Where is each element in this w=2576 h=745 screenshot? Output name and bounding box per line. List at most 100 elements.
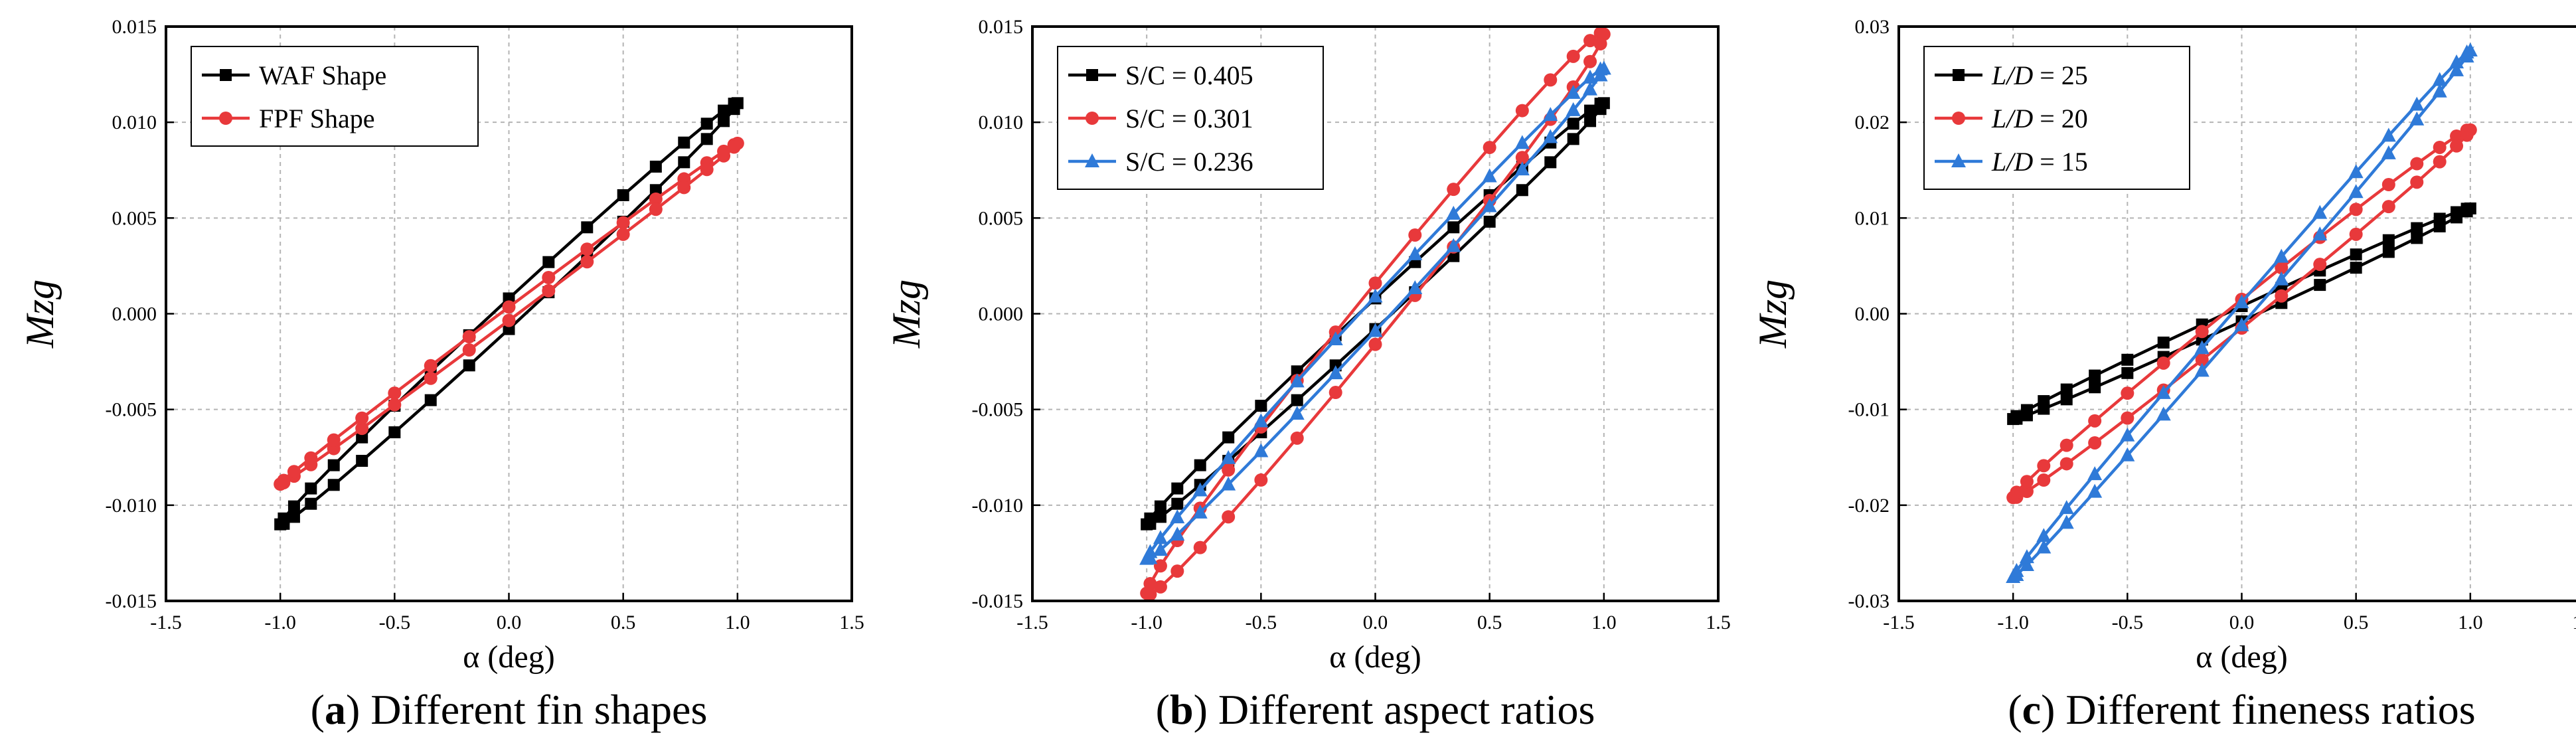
y-axis-title: Mzg xyxy=(18,280,62,349)
data-point xyxy=(278,512,290,525)
data-point xyxy=(2121,386,2134,400)
x-tick-label: -1.5 xyxy=(1883,612,1915,633)
y-tick-label: -0.010 xyxy=(106,495,157,517)
x-tick-label: -0.5 xyxy=(1246,612,1277,633)
x-tick-label: 1.0 xyxy=(2458,612,2483,633)
data-point xyxy=(1544,73,1558,87)
x-tick-label: 0.5 xyxy=(611,612,636,633)
x-tick-label: -1.0 xyxy=(264,612,296,633)
data-point xyxy=(1368,323,1383,337)
data-point xyxy=(305,497,317,510)
data-point xyxy=(1583,69,1598,84)
x-tick-label: -1.0 xyxy=(1131,612,1163,633)
data-point xyxy=(2194,340,2210,355)
data-point xyxy=(2120,427,2135,442)
data-point xyxy=(1567,118,1579,130)
x-tick-label: 1.5 xyxy=(1706,612,1731,633)
data-point xyxy=(1514,135,1530,149)
y-tick-label: 0.010 xyxy=(979,112,1024,133)
legend-label-part: = 15 xyxy=(2033,147,2088,177)
data-point xyxy=(700,133,713,145)
data-point xyxy=(2234,317,2249,331)
y-tick-label: 0.03 xyxy=(1855,16,1890,38)
data-point xyxy=(2060,383,2073,396)
data-point xyxy=(2194,363,2210,377)
data-point xyxy=(2349,227,2363,241)
data-point xyxy=(2020,404,2033,416)
data-point xyxy=(2460,128,2474,142)
data-point xyxy=(2009,562,2024,577)
data-point xyxy=(462,330,476,344)
data-point xyxy=(2089,369,2101,382)
data-point xyxy=(1291,394,1303,406)
legend-label-part: S/C = 0.236 xyxy=(1125,147,1253,177)
data-point xyxy=(2120,447,2135,461)
legend-marker xyxy=(1085,153,1099,167)
y-tick-label: 0.000 xyxy=(112,303,157,325)
y-axis-title: Mzg xyxy=(884,280,928,349)
data-point xyxy=(1482,198,1497,212)
panel-c: -1.5 -1.0 -0.5 0.0 0.5 1.0 1.5 -0.03 -0.02 -0.01 0… xyxy=(1751,16,2576,733)
data-point xyxy=(463,359,475,372)
data-point xyxy=(678,156,690,169)
data-point xyxy=(1515,151,1529,165)
data-point xyxy=(1593,67,1608,82)
data-point xyxy=(700,163,714,177)
data-point xyxy=(1253,413,1269,428)
data-point xyxy=(1289,406,1305,420)
data-point xyxy=(1566,49,1580,63)
data-point xyxy=(1368,337,1382,351)
data-point xyxy=(1543,107,1558,122)
data-point xyxy=(462,343,476,357)
data-point xyxy=(1143,577,1157,591)
data-point xyxy=(2350,248,2362,261)
data-point xyxy=(2038,395,2050,408)
x-tick-label: 1.0 xyxy=(1591,612,1617,633)
legend-marker xyxy=(1086,69,1098,81)
panel-a: -1.5 -1.0 -0.5 0.0 0.5 1.0 1.5 -0.015 -0.010 -0.0… xyxy=(18,16,864,733)
y-tick-label: -0.01 xyxy=(1848,399,1890,421)
data-point xyxy=(2274,248,2289,263)
data-point xyxy=(2348,184,2364,199)
data-point xyxy=(2381,200,2395,214)
data-point xyxy=(1290,431,1304,445)
data-point xyxy=(287,465,301,479)
y-tick-label: -0.015 xyxy=(972,590,1024,612)
y-tick-label: 0.000 xyxy=(979,303,1024,325)
data-point xyxy=(356,455,368,467)
legend-marker xyxy=(1086,112,1099,125)
data-point xyxy=(580,255,594,269)
data-point xyxy=(1584,104,1597,117)
data-point xyxy=(1408,280,1423,294)
data-point xyxy=(2059,500,2074,515)
data-point xyxy=(1584,115,1597,127)
data-point xyxy=(542,284,556,297)
data-point xyxy=(1170,509,1185,524)
legend-label-part: FPF Shape xyxy=(259,104,375,133)
data-point xyxy=(1543,129,1558,143)
data-point xyxy=(1446,238,1461,252)
data-point xyxy=(1328,365,1343,380)
data-point xyxy=(677,181,691,195)
x-tick-label: 0.0 xyxy=(2229,612,2255,633)
data-point xyxy=(2449,54,2464,69)
x-tick-label: -1.5 xyxy=(150,612,182,633)
data-point xyxy=(700,118,713,130)
x-axis-title: α (deg) xyxy=(463,639,554,675)
y-tick-label: -0.005 xyxy=(972,399,1024,421)
data-point xyxy=(1447,221,1460,234)
data-point xyxy=(1368,276,1382,290)
data-point xyxy=(1593,37,1607,50)
legend-label: L/D = 25 xyxy=(1991,60,2088,90)
plot-frame xyxy=(1897,25,2576,602)
caption-letter: c xyxy=(2022,686,2041,733)
data-point xyxy=(2275,261,2289,275)
legend-label-part: = 25 xyxy=(2033,60,2088,90)
legend-label: S/C = 0.301 xyxy=(1125,104,1253,133)
x-tick-label: 1.0 xyxy=(725,612,750,633)
data-point xyxy=(2036,528,2052,542)
x-tick-label: 1.5 xyxy=(839,612,864,633)
data-point xyxy=(1222,463,1236,477)
data-point xyxy=(2020,485,2034,499)
data-point xyxy=(2019,549,2034,564)
